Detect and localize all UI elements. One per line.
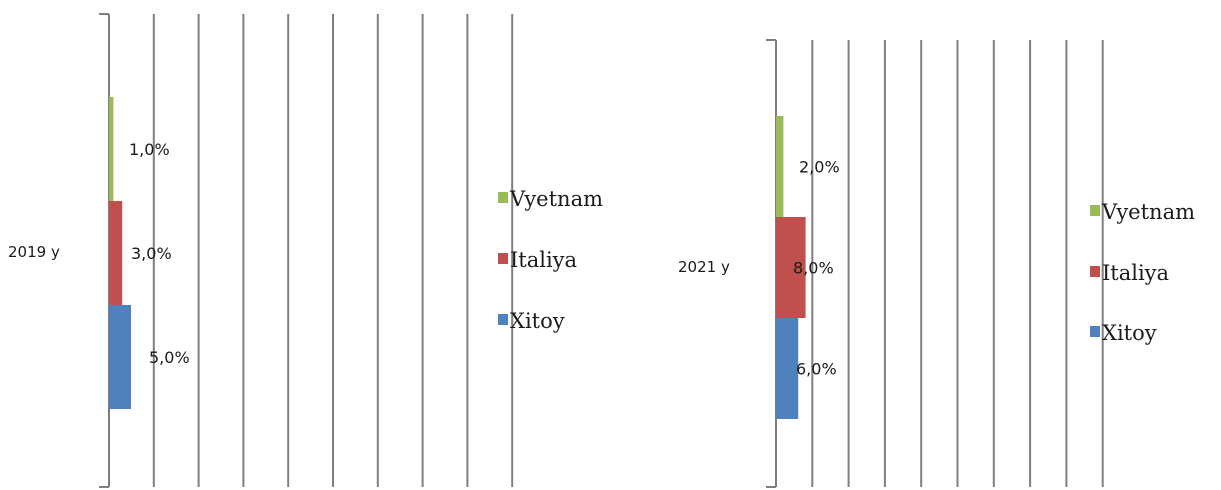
category-label: 2021 y xyxy=(678,258,730,276)
data-label-italiya: 8,0% xyxy=(793,259,834,278)
legend-label-italiya: Italiya xyxy=(510,248,577,272)
legend-swatch-xitoy xyxy=(498,314,508,325)
bar-xitoy xyxy=(776,318,799,419)
data-label-xitoy: 6,0% xyxy=(796,360,837,379)
legend-label-xitoy: Xitoy xyxy=(1102,321,1157,345)
chart-1: 5,0% 3,0% 1,0% 2019 y Vyetnam Italiya Xitoy xyxy=(8,13,603,488)
bar-vyetnam xyxy=(776,116,784,217)
chart-2: 6,0% 8,0% 2,0% 2021 y Vyetnam Italiya Xitoy xyxy=(678,39,1195,488)
legend-swatch-italiya xyxy=(1090,266,1100,277)
legend-swatch-vyetnam xyxy=(1090,205,1100,216)
bar-xitoy xyxy=(109,305,131,409)
data-label-vyetnam: 1,0% xyxy=(129,140,170,159)
bar-vyetnam xyxy=(109,97,114,201)
legend-swatch-vyetnam xyxy=(498,192,508,203)
legend-label-xitoy: Xitoy xyxy=(510,309,565,333)
data-label-xitoy: 5,0% xyxy=(149,348,190,367)
data-label-vyetnam: 2,0% xyxy=(799,158,840,177)
bar-italiya xyxy=(776,217,806,318)
legend-swatch-italiya xyxy=(498,253,508,264)
bar-italiya xyxy=(109,201,123,305)
legend-swatch-xitoy xyxy=(1090,326,1100,337)
category-label: 2019 y xyxy=(8,243,60,261)
legend-label-vyetnam: Vyetnam xyxy=(509,187,603,211)
data-label-italiya: 3,0% xyxy=(131,244,172,263)
legend-label-vyetnam: Vyetnam xyxy=(1101,200,1195,224)
legend-label-italiya: Italiya xyxy=(1102,261,1169,285)
